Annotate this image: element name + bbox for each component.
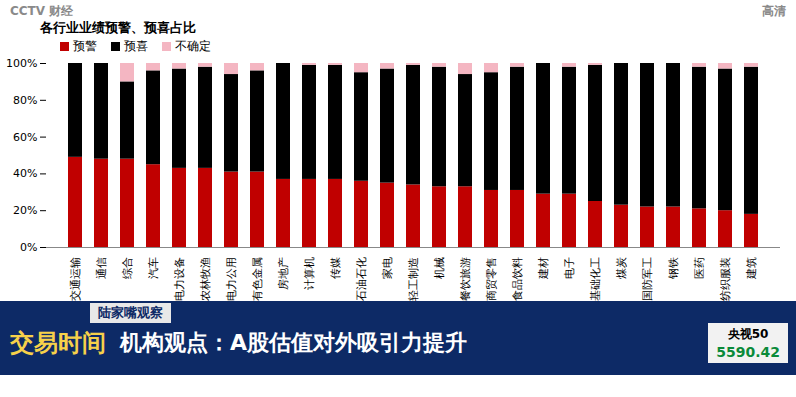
- html-text:交易时间: 交易时间: [10, 329, 106, 357]
- html-text:5590.42: 5590.42: [716, 344, 780, 360]
- svg-text:有色金属: 有色金属: [251, 257, 264, 301]
- svg-text:100%: 100%: [6, 57, 37, 70]
- svg-text:建筑: 建筑: [745, 257, 758, 280]
- svg-text:纺织服装: 纺织服装: [719, 257, 732, 301]
- svg-text:房地产: 房地产: [277, 257, 290, 290]
- svg-text:餐饮旅游: 餐饮旅游: [459, 257, 472, 301]
- html-text:预警: 预警: [73, 38, 97, 53]
- svg-text:综合: 综合: [121, 257, 134, 279]
- svg-text:电力设备: 电力设备: [173, 257, 186, 301]
- svg-text:传媒: 传媒: [329, 257, 342, 279]
- svg-text:80%: 80%: [13, 94, 37, 107]
- svg-text:40%: 40%: [13, 167, 37, 180]
- svg-text:机械: 机械: [433, 257, 446, 279]
- svg-text:建材: 建材: [537, 257, 550, 280]
- svg-text:60%: 60%: [13, 131, 37, 144]
- html-text:陆家嘴观察: 陆家嘴观察: [98, 305, 163, 320]
- svg-text:煤炭: 煤炭: [615, 257, 628, 279]
- svg-text:轻工制造: 轻工制造: [407, 257, 420, 301]
- svg-text:农林牧渔: 农林牧渔: [199, 257, 212, 301]
- svg-text:食品饮料: 食品饮料: [511, 257, 524, 301]
- svg-text:交通运输: 交通运输: [69, 257, 82, 301]
- svg-text:钢铁: 钢铁: [667, 257, 680, 280]
- html-text:CCTV 财经: CCTV 财经: [10, 4, 74, 18]
- html-text:预喜: 预喜: [124, 38, 148, 53]
- svg-text:家电: 家电: [381, 257, 394, 279]
- html-text:央视50: 央视50: [727, 327, 769, 341]
- svg-text:电子: 电子: [563, 257, 576, 279]
- html-text:各行业业绩预警、预喜占比: 各行业业绩预警、预喜占比: [40, 20, 196, 35]
- svg-text:医药: 医药: [693, 257, 706, 279]
- svg-text:石油石化: 石油石化: [355, 257, 368, 301]
- html-text:高清: 高清: [762, 4, 786, 18]
- svg-text:20%: 20%: [13, 204, 37, 217]
- svg-text:汽车: 汽车: [147, 257, 160, 279]
- html-text:机构观点：A股估值对外吸引力提升: 机构观点：A股估值对外吸引力提升: [120, 330, 467, 355]
- svg-text:国防军工: 国防军工: [641, 257, 654, 301]
- svg-text:计算机: 计算机: [303, 257, 316, 290]
- svg-text:0%: 0%: [20, 241, 37, 254]
- svg-text:电力公用: 电力公用: [225, 257, 238, 301]
- html-text:不确定: 不确定: [175, 38, 211, 53]
- svg-text:通信: 通信: [95, 257, 108, 279]
- svg-text:商贸零售: 商贸零售: [485, 257, 498, 301]
- svg-text:基础化工: 基础化工: [589, 257, 602, 301]
